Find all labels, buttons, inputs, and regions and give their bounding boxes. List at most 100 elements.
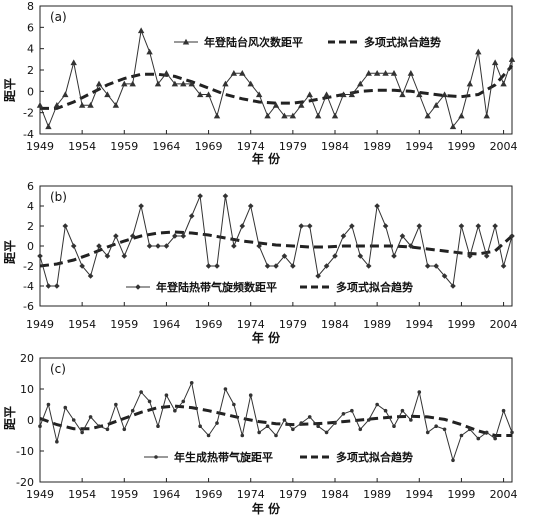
panel3-data-point: [232, 402, 236, 407]
panel1-y-tick-label: 6: [27, 21, 34, 34]
panel2-data-point: [298, 223, 305, 229]
panel2-data-point: [408, 243, 414, 249]
panel1-data-point: [146, 48, 153, 55]
panel2-data-point: [264, 263, 271, 269]
panel1-data-point: [163, 70, 170, 76]
panel3-data-point: [97, 424, 101, 429]
panel2-y-tick-label: -6: [23, 300, 34, 313]
panel1-x-tick-label: 1979: [279, 140, 307, 153]
panel2-legend-trend-label: 多项式拟合趋势: [336, 280, 413, 294]
panel3-data-point: [198, 424, 202, 429]
panel1-data-point: [365, 70, 372, 76]
panel1-data-point: [441, 91, 448, 98]
panel2-x-tick-label: 1994: [405, 318, 433, 331]
panel3-data-point: [459, 433, 464, 438]
panel1-data-point: [416, 91, 423, 98]
panel1-x-tick-label: 1969: [195, 140, 223, 153]
panel1-data-point: [348, 91, 356, 98]
panel2-data-point: [374, 203, 380, 209]
panel2-data-point: [483, 253, 490, 259]
panel1-data-point: [70, 59, 77, 66]
panel2-data-point: [121, 253, 128, 259]
panel3-data-point: [189, 381, 194, 385]
panel3-data-point: [139, 390, 143, 394]
panel1-x-tick-label: 2004: [490, 140, 518, 153]
panel1-data-point: [247, 80, 254, 87]
panel1-data-point: [340, 91, 347, 98]
panel3-legend-trend-label: 多项式拟合趋势: [336, 450, 413, 464]
panel2-data-point: [256, 243, 262, 249]
panel1-data-point: [171, 80, 179, 87]
panel3-data-point: [181, 399, 186, 404]
panel1-data-point: [432, 102, 440, 108]
panel2-x-tick-label: 1959: [110, 318, 138, 331]
panel1-data-point: [281, 112, 288, 119]
panel3-x-tick-label: 1984: [321, 488, 349, 501]
panel2-data-point: [399, 233, 406, 239]
panel2-y-tick-label: 4: [27, 200, 34, 213]
panel2-x-tick-label: 1974: [237, 318, 265, 331]
panel3-x-tick-label: 1969: [195, 488, 223, 501]
panel1-x-tick-label: 1974: [237, 140, 265, 153]
panel2-y-tick-label: 6: [27, 180, 34, 193]
panel1-data-point: [298, 102, 305, 108]
panel1-data-point: [137, 27, 145, 34]
panel1-data-point: [407, 70, 415, 76]
panel1-data-point: [121, 80, 128, 87]
panel1-y-axis-title: 距平: [3, 78, 17, 102]
panel2-y-tick-label: -4: [23, 280, 34, 293]
panel3-data-point: [493, 436, 497, 441]
panel1-data-point: [382, 70, 389, 76]
panel2-y-tick-label: 2: [27, 220, 34, 233]
panel2-x-axis-title: 年 份: [252, 330, 281, 345]
panel2-data-point: [188, 213, 195, 219]
panel2-x-tick-label: 1984: [321, 318, 349, 331]
panel3-data-point: [38, 424, 42, 429]
panel2-data-point: [391, 253, 397, 259]
panel1-data-point: [466, 80, 474, 87]
panel3-x-tick-label: 1959: [110, 488, 138, 501]
panel2-x-tick-label: 1969: [195, 318, 223, 331]
panel1-data-point: [483, 112, 490, 119]
panel3-data-point: [88, 415, 93, 419]
panel3-data-point: [316, 424, 320, 429]
panel3-series-line: [39, 381, 513, 463]
panel2-data-point: [424, 263, 431, 269]
panel2-data-point: [113, 233, 119, 239]
panel1-data-point: [230, 70, 238, 76]
panel3-data-point: [114, 402, 118, 407]
panel2-data-point: [146, 243, 153, 249]
panel2-data-point: [365, 263, 372, 269]
panel2-data-point: [79, 263, 85, 269]
panel2-series-line: [39, 194, 513, 288]
panel2-data-point: [45, 283, 52, 289]
panel3-label: (c): [50, 362, 66, 376]
panel1-y-tick-label: 8: [27, 0, 34, 13]
panel2-x-tick-label: 1964: [152, 318, 180, 331]
panel3-data-point: [122, 427, 127, 432]
panel3-data-point: [156, 424, 160, 429]
panel2-data-point: [306, 223, 313, 229]
panel1-y-tick-label: 0: [27, 85, 34, 98]
panel3-data-point: [350, 408, 354, 413]
panel1-data-point: [289, 112, 297, 119]
panel1-data-point: [399, 91, 406, 98]
panel1-data-point: [491, 59, 499, 66]
panel1-data-point: [239, 70, 246, 76]
panel1-data-point: [196, 91, 204, 98]
panel1-data-point: [36, 102, 44, 108]
panel3-data-point: [240, 433, 245, 438]
panel1-data-point: [205, 91, 212, 98]
panel2-data-point: [87, 273, 94, 279]
panel3-data-point: [173, 408, 177, 413]
panel2-data-point: [172, 233, 178, 239]
panel3-data-point: [299, 421, 304, 425]
panel3-y-axis-title: 距平: [3, 406, 17, 430]
panel1-data-point: [500, 80, 507, 87]
panel3-data-point: [55, 439, 59, 444]
panel2-y-axis-title: 距平: [3, 240, 17, 264]
panel3-data-point: [375, 402, 379, 407]
panel3-data-point: [307, 415, 312, 419]
panel3-data-point: [63, 405, 68, 410]
panel1-data-point: [154, 80, 162, 87]
